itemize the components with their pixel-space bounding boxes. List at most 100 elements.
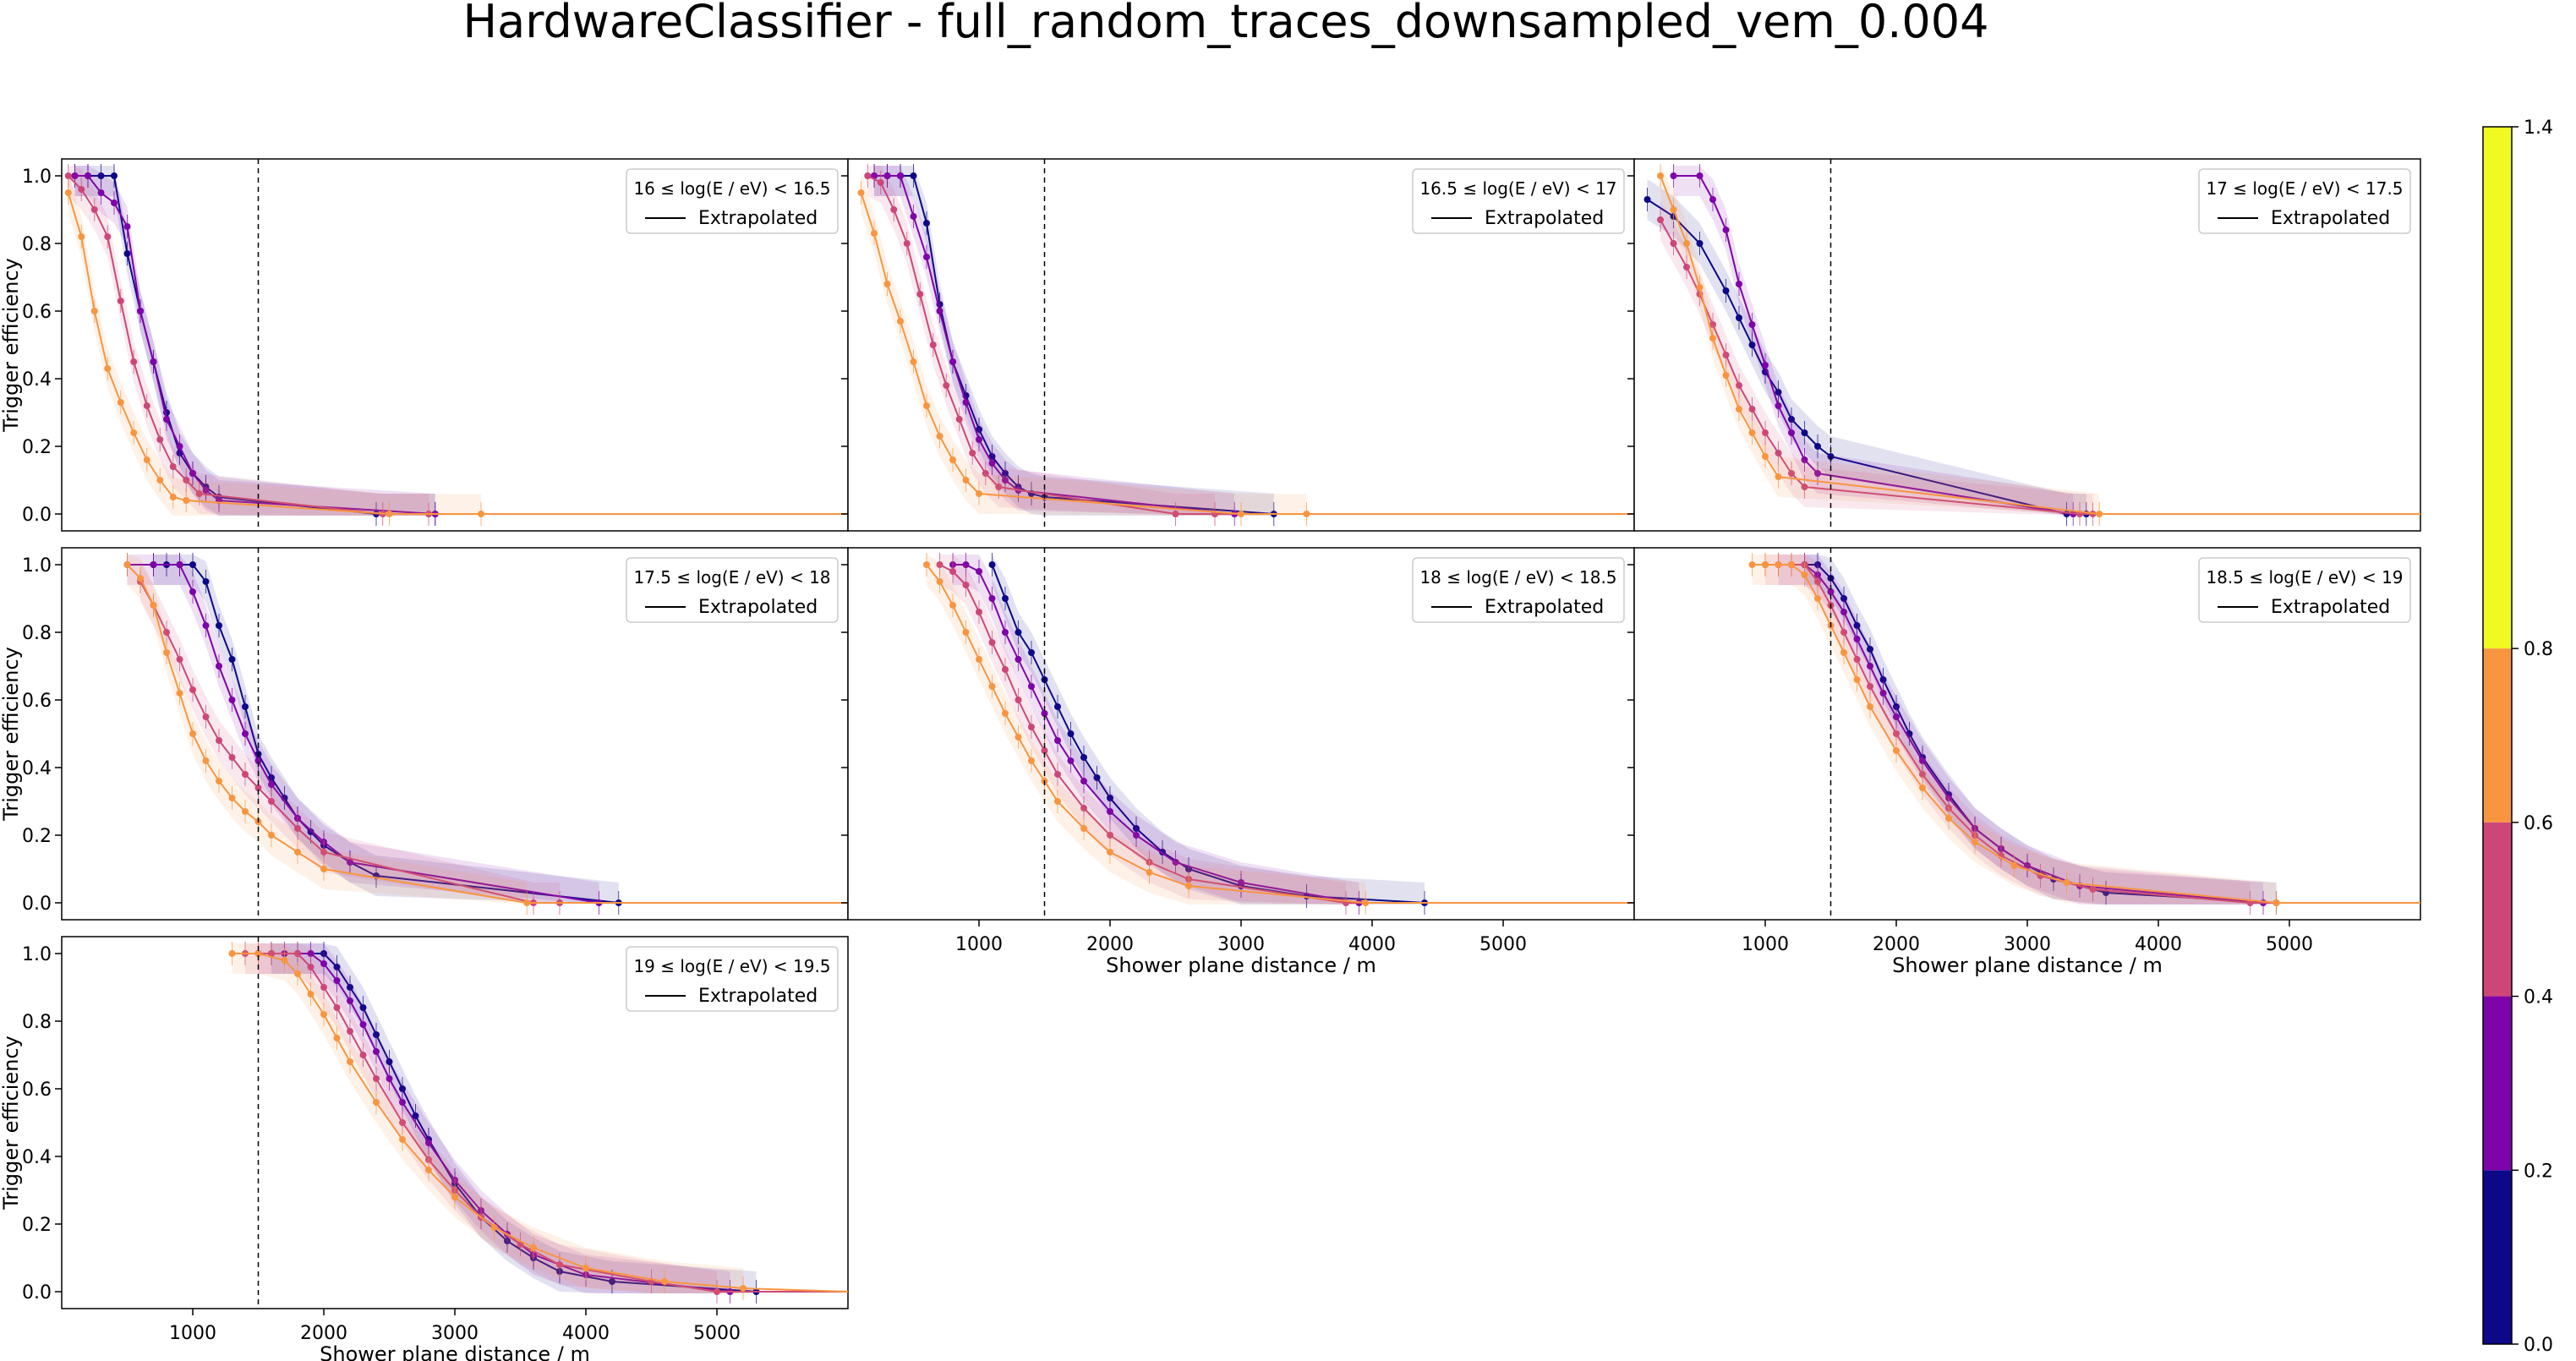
data-point <box>661 1278 668 1285</box>
y-tick-label: 0.6 <box>22 1080 52 1101</box>
x-axis-label: Shower plane distance / m <box>320 1342 590 1361</box>
data-point <box>163 629 170 636</box>
data-point <box>1801 429 1808 436</box>
data-point <box>189 686 196 693</box>
data-point <box>1853 676 1861 683</box>
data-point <box>228 950 236 957</box>
data-point <box>923 220 930 227</box>
uncertainty-band <box>74 166 435 516</box>
data-point <box>123 223 131 230</box>
series-4 <box>228 942 849 1300</box>
data-point <box>150 602 157 609</box>
data-point <box>268 781 275 788</box>
uncertainty-band <box>1778 555 2263 905</box>
data-point <box>333 964 341 970</box>
data-point <box>130 429 138 436</box>
data-point <box>890 206 898 213</box>
data-point <box>1709 321 1716 328</box>
data-point <box>988 460 996 467</box>
y-tick-label: 0.8 <box>22 1012 52 1033</box>
data-point <box>1748 321 1756 328</box>
data-point <box>347 1058 353 1065</box>
y-tick-label: 1.0 <box>22 555 52 577</box>
data-point <box>143 402 150 409</box>
uncertainty-band <box>992 555 1425 905</box>
series-2 <box>949 553 1634 915</box>
data-point <box>1867 646 1873 653</box>
legend-title: 16 ≤ log(E / eV) < 16.5 <box>633 178 830 199</box>
data-point <box>156 477 164 484</box>
data-point <box>903 240 911 247</box>
data-point <box>1015 629 1022 636</box>
data-point <box>111 172 118 179</box>
y-tick-label: 1.0 <box>22 944 52 965</box>
data-point <box>916 291 924 298</box>
data-point <box>982 470 989 477</box>
y-tick-label: 0.0 <box>22 1282 52 1304</box>
data-point <box>1748 406 1756 413</box>
data-point <box>399 1085 406 1092</box>
data-point <box>1748 342 1756 348</box>
data-point <box>929 342 937 348</box>
data-point <box>1303 511 1310 517</box>
subplot-2: 16.5 ≤ log(E / eV) < 17 Extrapolated <box>841 158 1635 532</box>
data-point <box>1801 456 1808 463</box>
data-point <box>976 609 982 615</box>
data-point <box>228 656 236 663</box>
y-tick-label: 0.8 <box>22 234 52 255</box>
data-point <box>609 1278 615 1285</box>
data-point <box>1670 240 1677 247</box>
data-point <box>64 189 72 196</box>
data-point <box>1788 416 1795 423</box>
data-point <box>1867 663 1873 670</box>
colorbar-frame <box>2482 126 2513 1345</box>
data-point <box>1736 382 1742 389</box>
data-point <box>923 561 930 568</box>
data-point <box>183 497 190 504</box>
data-point <box>373 1048 380 1055</box>
data-point <box>202 487 210 494</box>
data-point <box>399 1136 406 1143</box>
data-point <box>163 416 170 423</box>
data-point <box>1722 372 1730 379</box>
data-point <box>897 172 904 179</box>
data-point <box>347 859 353 866</box>
data-point <box>962 582 970 588</box>
data-point <box>995 484 1003 490</box>
data-point <box>320 984 327 991</box>
data-point <box>1054 703 1061 710</box>
series-2 <box>1670 164 2420 526</box>
data-point <box>399 1099 406 1106</box>
x-tick-label: 5000 <box>2266 934 2313 955</box>
data-point <box>883 281 891 287</box>
data-point <box>143 456 150 463</box>
legend-label: Extrapolated <box>1485 597 1604 618</box>
data-point <box>962 561 970 568</box>
legend-label: Extrapolated <box>698 986 818 1007</box>
subplot-1: 0.0 0.2 0.4 0.6 0.8 1.0 Trigger efficiency 16 ≤… <box>0 158 849 532</box>
data-point <box>988 595 996 602</box>
data-point <box>1028 757 1035 764</box>
legend-title: 16.5 ≤ log(E / eV) < 17 <box>1419 178 1616 199</box>
data-point <box>1041 747 1048 754</box>
data-point <box>137 575 144 582</box>
x-tick-label: 3000 <box>1217 934 1265 955</box>
data-point <box>90 206 98 213</box>
data-point <box>202 578 210 585</box>
data-point <box>949 358 956 365</box>
data-point <box>1172 511 1179 517</box>
series-2 <box>71 164 848 526</box>
data-point <box>2089 886 2097 893</box>
data-point <box>1002 595 1009 602</box>
data-point <box>425 1140 432 1146</box>
data-point <box>97 189 105 196</box>
data-point <box>216 737 222 744</box>
x-tick-label: 1000 <box>955 934 1003 955</box>
data-point <box>359 1004 367 1011</box>
data-point <box>943 382 950 389</box>
data-point <box>877 179 884 186</box>
data-point <box>1722 287 1730 294</box>
legend: 17.5 ≤ log(E / eV) < 18 Extrapolated <box>626 557 839 623</box>
data-point <box>85 172 91 179</box>
